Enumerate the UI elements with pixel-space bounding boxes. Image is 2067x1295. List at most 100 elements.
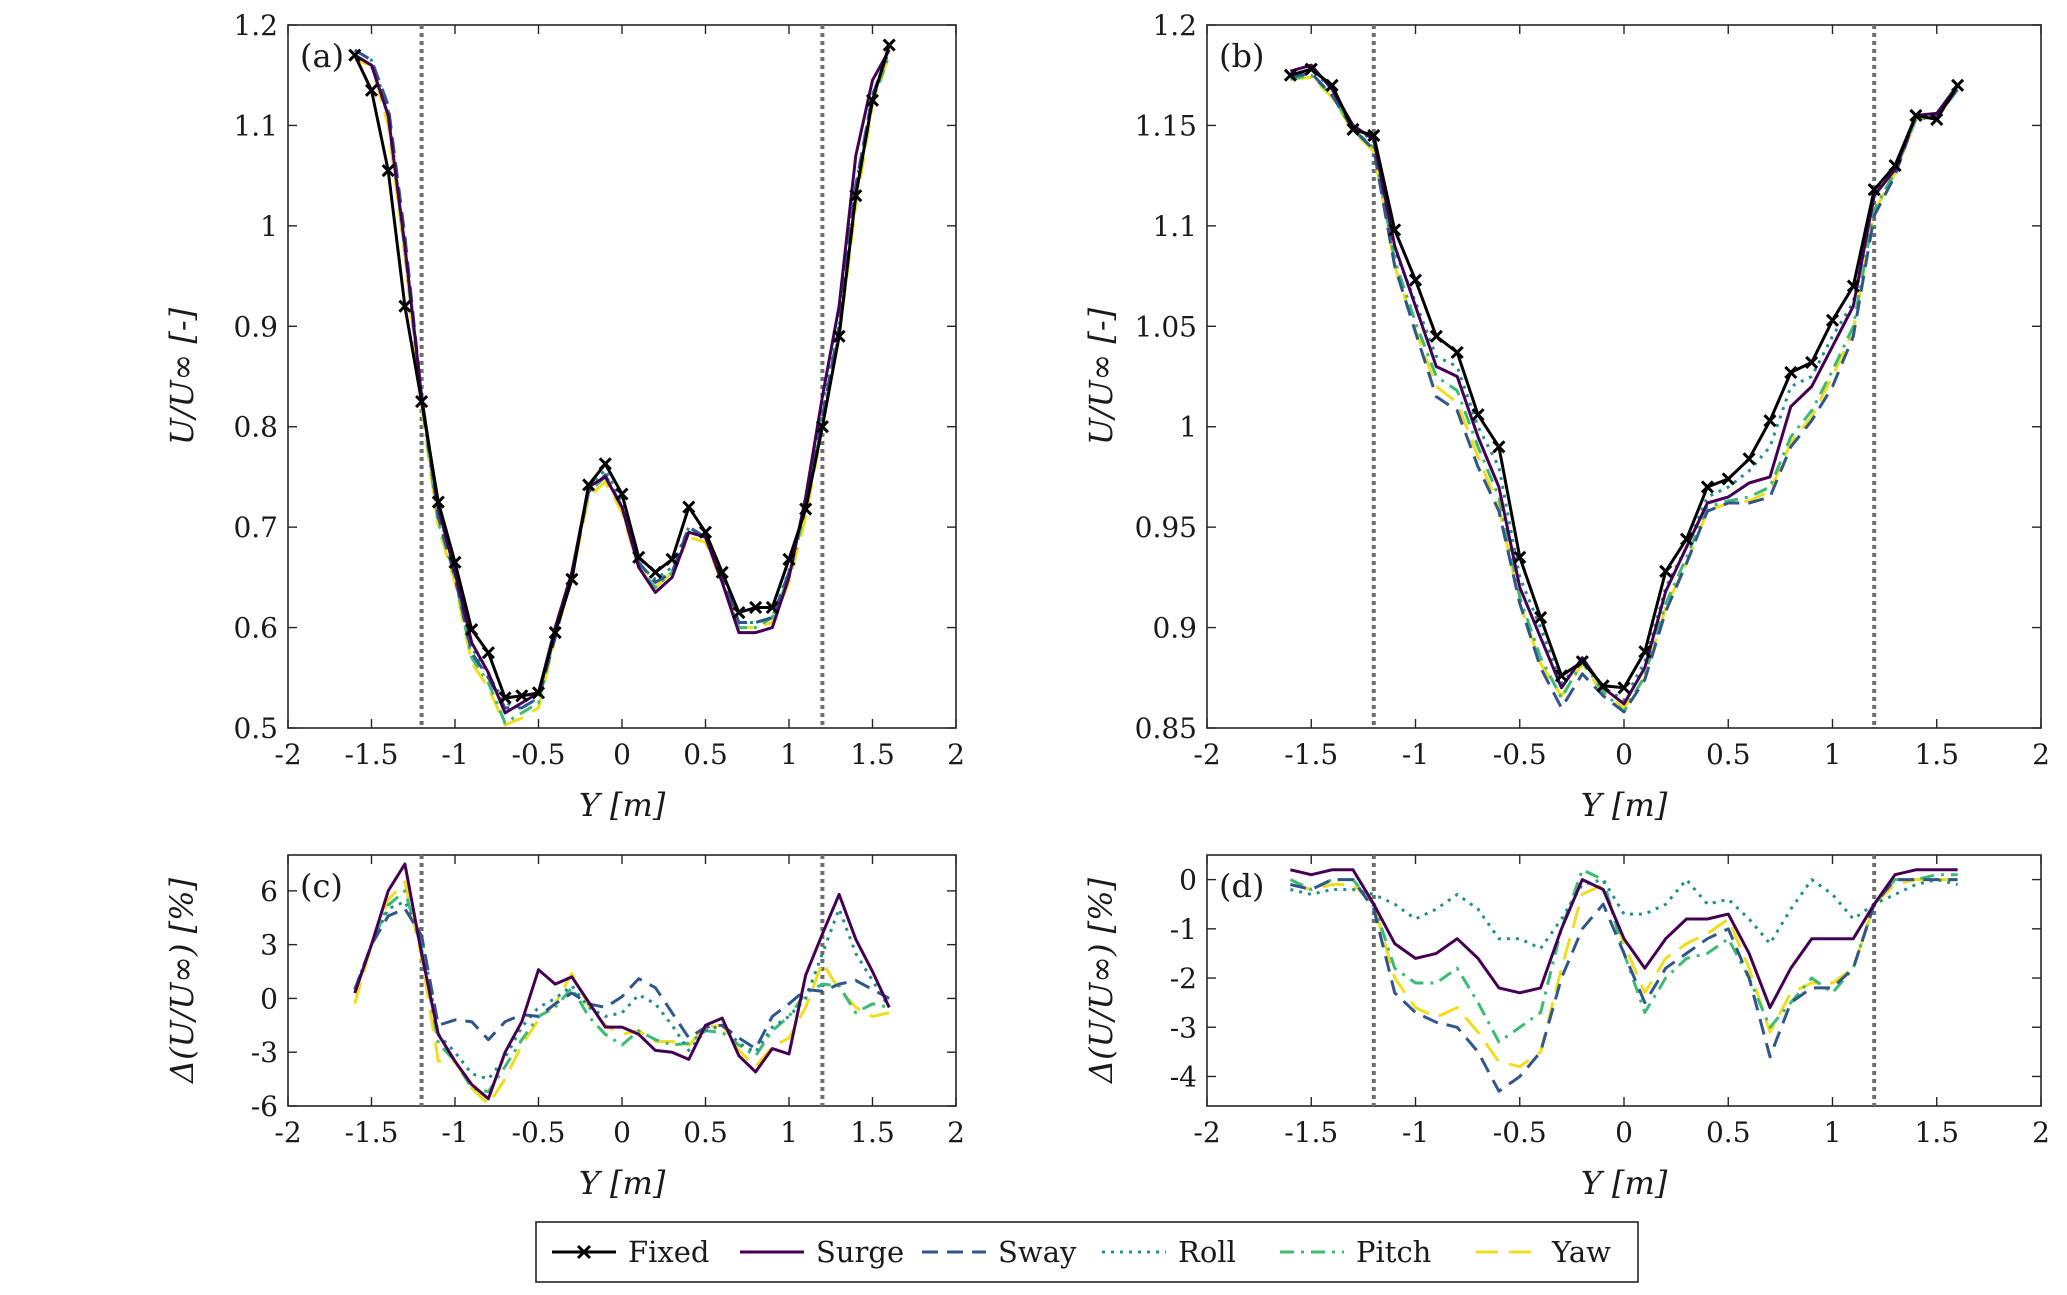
data-point-marker xyxy=(882,38,896,52)
x-tick-label: 0.5 xyxy=(683,738,728,771)
x-tick-label: -2 xyxy=(1193,738,1220,771)
x-tick-label: 0.5 xyxy=(1706,1116,1751,1149)
panel-label: (a) xyxy=(300,37,344,75)
data-point-marker xyxy=(1846,279,1860,293)
series-line-roll xyxy=(1289,67,1959,702)
series-group xyxy=(1283,62,1965,714)
data-point-marker xyxy=(799,502,813,516)
x-tick-label: 2 xyxy=(947,1116,965,1149)
data-point-marker xyxy=(1388,223,1402,237)
x-tick-label: 0.5 xyxy=(1706,738,1751,771)
panel-b: -2 -1.5 -1 -0.5 0 0.5 1 1.5 2 0.85 0.9 0.95 1 1.05 1.1… xyxy=(1082,9,2050,824)
x-tick-label: -1.5 xyxy=(1284,738,1338,771)
y-tick-label: 1.2 xyxy=(1152,9,1197,42)
x-tick-label: 0 xyxy=(613,738,631,771)
series-group xyxy=(353,862,891,1106)
data-point-marker xyxy=(1742,452,1756,466)
legend-entry-surge: Surge xyxy=(740,1235,904,1269)
x-tick-label: -1 xyxy=(441,738,468,771)
data-point-marker xyxy=(1575,655,1589,669)
series-line-yaw xyxy=(353,880,890,1106)
data-point-marker xyxy=(1784,365,1798,380)
plot-frame xyxy=(1206,24,2042,729)
x-tick-label: 0 xyxy=(613,1116,631,1149)
data-point-marker xyxy=(1534,610,1548,625)
data-point-marker xyxy=(815,420,829,434)
legend-entry-roll: Roll xyxy=(1102,1235,1236,1269)
data-point-marker xyxy=(698,525,713,539)
x-tick-label: -2 xyxy=(274,1116,301,1149)
legend-label: Yaw xyxy=(1551,1235,1611,1269)
data-point-marker xyxy=(1596,679,1610,693)
series-line-sway xyxy=(1290,878,1958,1093)
x-tick-label: 1 xyxy=(780,1116,798,1149)
y-axis-label: Δ(U/U∞) [%] xyxy=(163,877,201,1085)
data-point-marker xyxy=(1617,681,1631,695)
x-tick-label: -1 xyxy=(441,1116,468,1149)
data-point-marker xyxy=(1909,108,1923,122)
data-point-marker xyxy=(381,164,395,178)
x-tick-label: 0 xyxy=(1615,1116,1633,1149)
data-point-marker xyxy=(849,189,863,203)
legend-entry-pitch: Pitch xyxy=(1280,1235,1431,1269)
y-tick-label: 1.2 xyxy=(233,9,278,42)
panel-a: -2 -1.5 -1 -0.5 0 0.5 1 1.5 2 0.5 0.6 0.7 0.8 0.9 1 1.1… xyxy=(163,9,965,824)
plot-frame xyxy=(287,24,957,729)
data-point-marker xyxy=(1825,313,1840,327)
legend: Fixed Surge Sway Roll Pitch Yaw xyxy=(535,1221,1639,1283)
data-point-marker xyxy=(515,689,529,703)
data-point-marker xyxy=(598,457,612,471)
y-tick-label: -3 xyxy=(251,1036,278,1069)
x-axis-label: Y [m] xyxy=(1581,1164,1668,1202)
data-point-marker xyxy=(1930,112,1944,126)
data-point-marker xyxy=(1951,78,1965,92)
x-tick-label: 1 xyxy=(1824,1116,1842,1149)
x-tick-label: 1 xyxy=(780,738,798,771)
x-axis-label: Y [m] xyxy=(579,786,666,824)
data-point-marker xyxy=(832,329,846,343)
data-point-marker xyxy=(398,299,412,313)
data-point-marker xyxy=(1805,355,1819,370)
legend-entry-sway: Sway xyxy=(922,1235,1077,1269)
y-axis-label: Δ(U/U∞) [%] xyxy=(1082,877,1120,1085)
panel-c: -2 -1.5 -1 -0.5 0 0.5 1 1.5 2 -6 -3 0 3 6 (c) Y [m] Δ(U/… xyxy=(163,854,965,1202)
series-line-yaw xyxy=(1290,75,1959,710)
x-tick-label: -1.5 xyxy=(1284,1116,1338,1149)
legend-entry-fixed: Fixed xyxy=(552,1235,709,1269)
data-point-marker xyxy=(1450,345,1464,359)
series-line-surge xyxy=(353,862,891,1101)
panel-d: -2 -1.5 -1 -0.5 0 0.5 1 1.5 2 -4 -3 -2 -1 0 (d) Y [m] Δ(… xyxy=(1082,854,2050,1202)
data-point-marker xyxy=(1659,564,1673,578)
data-point-marker xyxy=(1492,440,1506,454)
data-point-marker xyxy=(431,495,445,509)
data-point-marker xyxy=(1638,645,1652,659)
data-point-marker xyxy=(782,552,796,566)
legend-label: Sway xyxy=(998,1235,1077,1269)
legend-label: Fixed xyxy=(628,1235,709,1269)
data-point-marker xyxy=(548,626,562,640)
data-point-marker xyxy=(481,646,495,660)
x-tick-label: 0.5 xyxy=(683,1116,728,1149)
legend-entry-yaw: Yaw xyxy=(1476,1235,1611,1269)
data-point-marker xyxy=(1867,183,1881,197)
x-tick-label: -0.5 xyxy=(512,738,566,771)
data-point-marker xyxy=(565,572,579,586)
data-point-marker xyxy=(1346,122,1360,137)
y-axis-label: U/U∞ [-] xyxy=(1082,307,1120,445)
data-point-marker xyxy=(1325,78,1339,92)
series-group xyxy=(1289,868,1958,1093)
data-point-marker xyxy=(1429,329,1443,343)
series-line-sway xyxy=(1290,71,1959,714)
data-point-marker xyxy=(732,605,746,620)
x-axis-label: Y [m] xyxy=(579,1164,666,1202)
y-tick-label: 0.8 xyxy=(233,411,278,444)
data-point-marker xyxy=(1763,414,1777,428)
data-point-marker xyxy=(1679,532,1694,546)
data-point-marker xyxy=(1304,62,1318,76)
y-tick-label: -2 xyxy=(1170,962,1197,995)
y-tick-label: 1.1 xyxy=(233,109,278,142)
x-tick-label: -0.5 xyxy=(512,1116,566,1149)
y-tick-label: 3 xyxy=(260,929,278,962)
data-point-marker xyxy=(448,555,462,569)
x-tick-label: 1 xyxy=(1824,738,1842,771)
